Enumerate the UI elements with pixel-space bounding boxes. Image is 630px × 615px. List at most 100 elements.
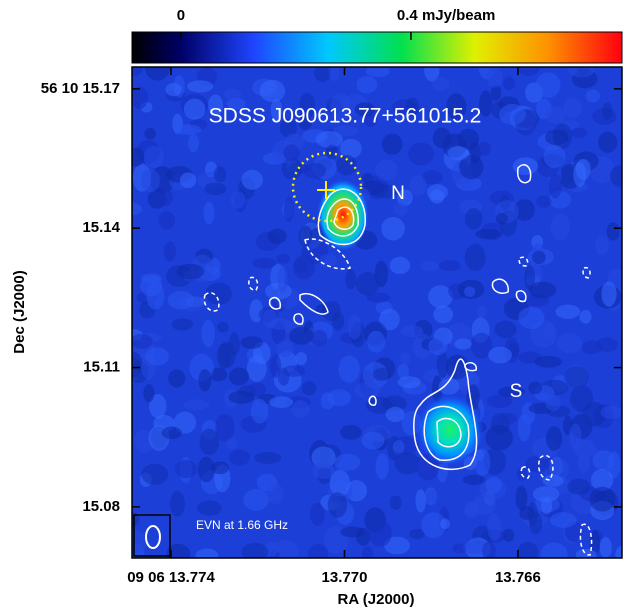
noise-blob <box>208 94 224 117</box>
noise-blob <box>497 386 525 398</box>
noise-blob <box>311 330 328 347</box>
noise-blob <box>338 355 360 383</box>
noise-blob <box>340 424 362 440</box>
noise-blob <box>174 460 198 479</box>
noise-blob <box>528 381 543 395</box>
noise-blob <box>315 131 344 148</box>
noise-blob <box>459 154 484 180</box>
noise-blob <box>393 202 408 216</box>
noise-blob <box>486 67 503 88</box>
noise-blob <box>524 265 536 291</box>
noise-blob <box>564 365 589 388</box>
x-tick-label: 13.766 <box>495 569 541 586</box>
noise-blob <box>540 542 568 558</box>
annotation-telescope: EVN at 1.66 GHz <box>196 518 288 532</box>
noise-blob <box>228 367 250 386</box>
noise-blob <box>545 426 563 451</box>
noise-blob <box>486 394 513 408</box>
noise-blob <box>230 191 246 209</box>
optical-position-circle <box>291 151 363 223</box>
noise-blob <box>277 367 290 386</box>
noise-blob <box>601 281 617 307</box>
noise-blob <box>452 543 467 554</box>
frame <box>131 66 623 559</box>
noise-blob <box>421 512 447 539</box>
noise-blob <box>438 378 460 395</box>
noise-blob <box>436 351 449 379</box>
noise-blob <box>563 97 583 119</box>
noise-blob <box>600 405 622 419</box>
noise-blob <box>241 542 269 558</box>
noise-blob <box>602 102 613 120</box>
noise-blob <box>269 354 282 379</box>
noise-blob <box>400 325 424 338</box>
noise-blob <box>329 469 351 497</box>
noise-blob <box>204 182 227 196</box>
noise-blob <box>532 250 546 265</box>
noise-blob <box>291 400 310 419</box>
y-tick-label: 15.08 <box>82 498 120 515</box>
noise-blob <box>179 172 197 189</box>
noise-blob <box>535 72 561 99</box>
noise-blob <box>485 425 514 451</box>
noise-blob <box>446 93 467 120</box>
noise-blob <box>454 338 472 350</box>
noise-blob <box>420 260 439 272</box>
noise-blob <box>428 285 453 309</box>
noise-blob <box>213 166 227 183</box>
noise-blob <box>540 498 553 515</box>
noise-blob <box>149 394 167 419</box>
noise-blob <box>494 320 517 339</box>
noise-blob <box>283 144 300 162</box>
x-axis-label: RA (J2000) <box>338 591 415 608</box>
noise-blob <box>515 485 528 511</box>
noise-blob <box>364 114 377 127</box>
noise-blob <box>400 352 411 366</box>
contours <box>268 164 532 471</box>
noise-blob <box>367 330 386 353</box>
noise-blob <box>447 146 469 161</box>
noise-blob <box>141 463 169 485</box>
noise-blob <box>394 452 421 475</box>
noise-blob <box>409 175 427 197</box>
noise-blob <box>462 540 489 554</box>
noise-blob <box>347 314 362 340</box>
noise-blob <box>325 144 339 160</box>
noise-blob <box>457 128 480 151</box>
noise-blob <box>169 490 185 517</box>
noise-blob <box>277 265 288 293</box>
noise-blob <box>585 89 600 103</box>
noise-blob <box>259 79 286 103</box>
noise-blob <box>579 309 592 324</box>
noise-blob <box>320 392 335 410</box>
noise-blob <box>512 157 539 175</box>
noise-blob <box>567 478 591 495</box>
noise-blob <box>132 529 147 553</box>
noise-blob <box>381 395 407 412</box>
noise-blob <box>303 162 327 179</box>
noise-blob <box>183 98 206 120</box>
noise-blob <box>543 145 566 168</box>
noise-blob <box>240 336 264 349</box>
noise-blob <box>415 489 426 513</box>
noise-blob <box>354 102 376 117</box>
noise-blob <box>268 318 292 330</box>
noise-blob <box>488 346 512 364</box>
noise-blob <box>474 448 491 477</box>
noise-blob <box>517 541 539 558</box>
noise-blob <box>132 67 143 76</box>
noise-blob <box>354 382 381 399</box>
noise-blob <box>380 315 397 327</box>
noise-blob <box>340 526 366 538</box>
noise-blob <box>132 147 145 167</box>
noise-blob <box>549 456 563 477</box>
noise-blob <box>224 88 242 100</box>
noise-blob <box>312 462 335 479</box>
noise-blob <box>365 67 390 78</box>
noise-blob <box>519 506 535 520</box>
noise-blob <box>482 541 496 558</box>
noise-blob <box>409 528 425 540</box>
noise-blob <box>241 169 263 190</box>
noise-blob <box>267 228 287 244</box>
noise-blob <box>392 440 405 454</box>
